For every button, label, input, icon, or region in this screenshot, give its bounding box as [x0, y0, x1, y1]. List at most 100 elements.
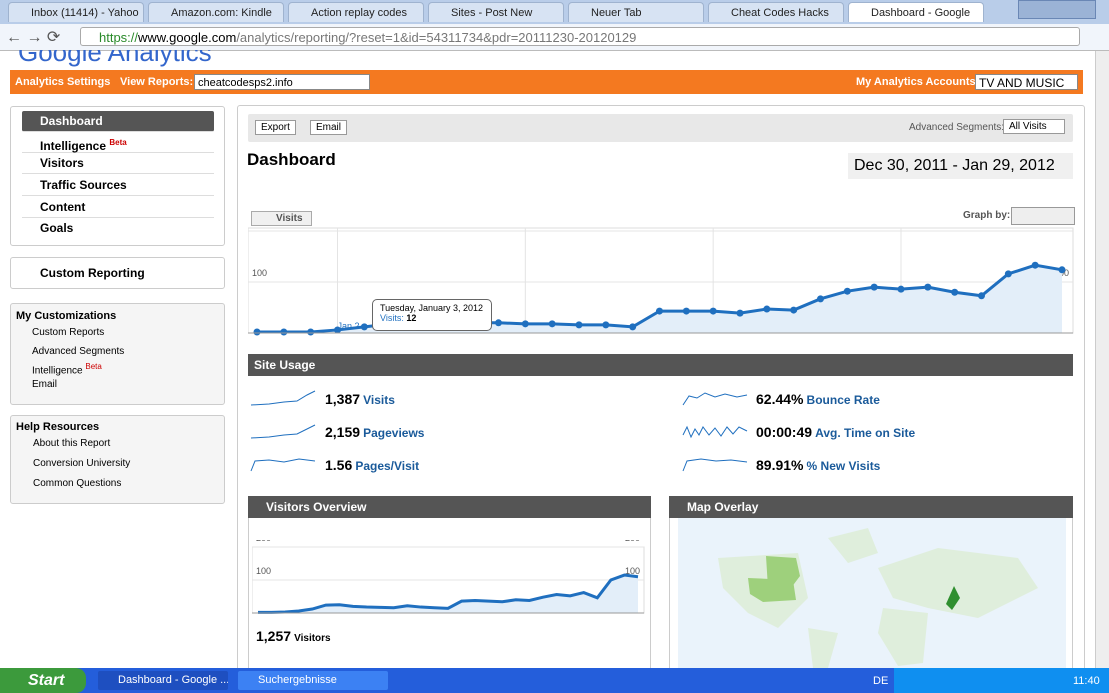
nav-buttons[interactable]: ← → ⟳: [6, 29, 61, 46]
nav-item[interactable]: Content: [22, 197, 214, 218]
nav-item[interactable]: Goals: [40, 221, 74, 235]
scheme: https://: [99, 30, 139, 45]
custom-reporting[interactable]: Custom Reporting: [40, 266, 145, 280]
tab[interactable]: Action replay codes pok: [288, 2, 424, 22]
taskbar-item[interactable]: Suchergebnisse: [238, 671, 388, 690]
point: [709, 307, 717, 315]
point: [951, 288, 959, 296]
accounts-label: My Analytics Accounts:: [856, 76, 980, 88]
sparklines: [250, 390, 316, 472]
point: [521, 320, 529, 328]
metric-label[interactable]: Bounce Rate: [806, 393, 880, 407]
metric-label[interactable]: Avg. Time on Site: [815, 426, 916, 440]
metric-value: 62.44%: [756, 391, 804, 407]
view-reports: View Reports:: [120, 76, 194, 88]
japan: [946, 586, 960, 610]
line: [258, 573, 639, 614]
y-tick-label: 100: [625, 566, 640, 576]
taskbar-item[interactable]: Dashboard - Google ...: [98, 671, 228, 690]
scrollbar[interactable]: [1095, 51, 1109, 668]
graph-by-buttons[interactable]: [1011, 207, 1075, 225]
nav-item[interactable]: Intelligence Beta: [22, 132, 214, 153]
link[interactable]: About this Report: [33, 438, 111, 449]
link[interactable]: Email: [32, 379, 58, 390]
point: [280, 328, 288, 336]
tooltip-date: Tuesday, January 3, 2012: [380, 303, 484, 313]
y-tick-label: 200: [256, 540, 271, 543]
window-controls[interactable]: [1018, 0, 1096, 19]
metric: 62.44% Bounce Rate: [756, 391, 880, 407]
y-tick-label: 200: [252, 226, 267, 227]
usa: [748, 578, 796, 602]
account-select[interactable]: TV AND MUSIC: [975, 74, 1078, 90]
point: [1004, 270, 1012, 278]
nav-item[interactable]: Dashboard: [22, 111, 214, 132]
nav-item[interactable]: Visitors: [22, 153, 214, 174]
point: [790, 306, 798, 314]
metric: 00:00:49 Avg. Time on Site: [756, 424, 915, 440]
metric-label[interactable]: Pageviews: [363, 426, 425, 440]
tab[interactable]: Cheat Codes Hacks Xbc: [708, 2, 844, 22]
profile-select[interactable]: cheatcodesps2.info: [194, 74, 370, 90]
language[interactable]: DE: [873, 675, 889, 687]
graph-by: Graph by:: [963, 210, 1011, 221]
greenland: [828, 528, 878, 563]
link-label: Intelligence: [32, 365, 83, 377]
tab[interactable]: Neuer Tab: [568, 2, 704, 22]
metric-button[interactable]: Visits: [251, 211, 312, 226]
help-panel: [10, 415, 225, 504]
nav-item[interactable]: Traffic Sources: [22, 175, 214, 196]
tooltip: Tuesday, January 3, 2012 Visits: 12: [372, 299, 492, 331]
point: [736, 309, 744, 317]
section-header: Map Overlay: [669, 496, 1073, 518]
tab[interactable]: Dashboard - Google An: [848, 2, 984, 22]
custom-panel: [10, 257, 225, 289]
date-range[interactable]: Dec 30, 2011 - Jan 29, 2012: [848, 153, 1073, 179]
metric-label[interactable]: Pages/Visit: [355, 459, 420, 473]
segment-select[interactable]: All Visits: [1003, 119, 1065, 134]
link[interactable]: Common Questions: [33, 478, 122, 489]
metric-value: 89.91%: [756, 457, 804, 473]
metric-value: 1.56: [325, 457, 353, 473]
point: [548, 320, 556, 328]
metric: 1,387 Visits: [325, 391, 395, 407]
link[interactable]: Custom Reports: [32, 327, 105, 338]
africa: [878, 608, 928, 666]
tab[interactable]: Sites - Post New Threa: [428, 2, 564, 22]
south-america: [808, 628, 838, 668]
metric-label[interactable]: % New Visits: [806, 459, 881, 473]
sparkline: [682, 392, 748, 406]
start-button[interactable]: Start: [0, 668, 86, 693]
metric: 89.91% % New Visits: [756, 457, 880, 473]
tray: [894, 668, 1109, 693]
point: [575, 321, 583, 329]
sparkline: [250, 390, 316, 406]
section-header: Visitors Overview: [248, 496, 651, 518]
export-button[interactable]: Export: [255, 120, 296, 135]
point: [602, 321, 610, 329]
point: [924, 283, 932, 291]
sparkline: [682, 458, 748, 472]
overview-chart: 100 100 200 200: [252, 540, 645, 614]
point: [897, 285, 905, 293]
point: [334, 326, 341, 334]
x-tick-label: Jan 2: [338, 321, 360, 331]
email-button[interactable]: Email: [310, 120, 348, 135]
sparkline: [250, 458, 316, 472]
link[interactable]: Conversion University: [33, 458, 131, 469]
metric-value: 00:00:49: [756, 424, 813, 440]
link[interactable]: Intelligence Beta: [32, 362, 102, 376]
point: [870, 283, 878, 291]
point: [682, 307, 690, 315]
tab[interactable]: Amazon.com: Kindle Dir: [148, 2, 284, 22]
address-bar[interactable]: https://www.google.com/analytics/reporti…: [80, 27, 1080, 46]
eurasia: [878, 548, 1038, 618]
tab[interactable]: Inbox (11414) - Yahoo: [8, 2, 144, 22]
settings-link[interactable]: Analytics Settings: [15, 76, 111, 88]
tooltip-value: 12: [406, 313, 417, 323]
metric-label[interactable]: Visits: [363, 393, 395, 407]
total-value: 1,257: [256, 628, 292, 644]
link[interactable]: Advanced Segments: [32, 346, 125, 357]
logo-box: Google Analytics: [10, 50, 310, 70]
